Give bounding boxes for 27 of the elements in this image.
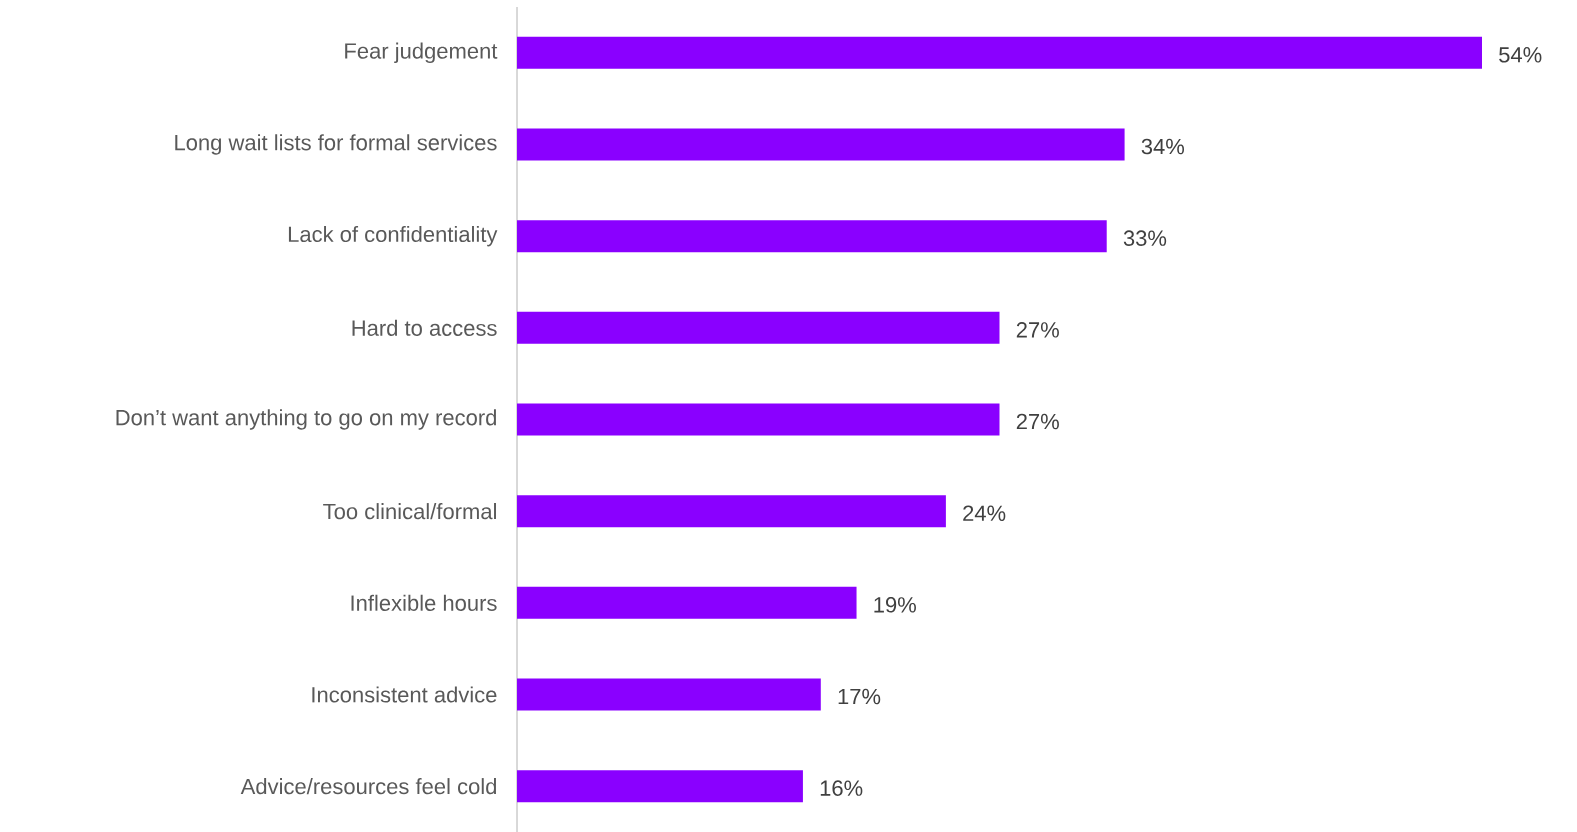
y-tick-label: Don’t want anything to go on my record [116, 409, 496, 430]
data-label: 17% [838, 688, 881, 705]
data-label: 19% [874, 597, 916, 613]
bar [517, 220, 1107, 253]
y-tick-label: Long wait lists for formal services [175, 134, 497, 155]
bar [517, 403, 1000, 436]
y-tick-label: Fear judgement [345, 42, 498, 64]
bar [517, 311, 1000, 344]
data-label: 16% [820, 780, 863, 796]
data-label: 27% [1016, 413, 1059, 430]
data-label: 34% [1141, 138, 1185, 155]
bar [517, 770, 803, 803]
y-tick-label: Inconsistent advice [312, 686, 497, 703]
y-tick-label: Lack of confidentiality [288, 225, 498, 247]
bar [517, 36, 1482, 69]
data-label: 54% [1499, 47, 1542, 63]
y-tick-label: Advice/resources feel cold [240, 778, 497, 795]
bar [517, 586, 857, 619]
bar [517, 495, 946, 528]
data-label: 24% [963, 505, 1006, 521]
y-tick-label: Too clinical/formal [323, 503, 496, 520]
bar [517, 678, 821, 711]
y-tick-label: Hard to access [352, 319, 497, 336]
bar [517, 128, 1125, 161]
data-label: 33% [1123, 230, 1167, 246]
y-tick-label: Inflexible hours [351, 594, 497, 611]
data-label: 27% [1016, 322, 1059, 338]
